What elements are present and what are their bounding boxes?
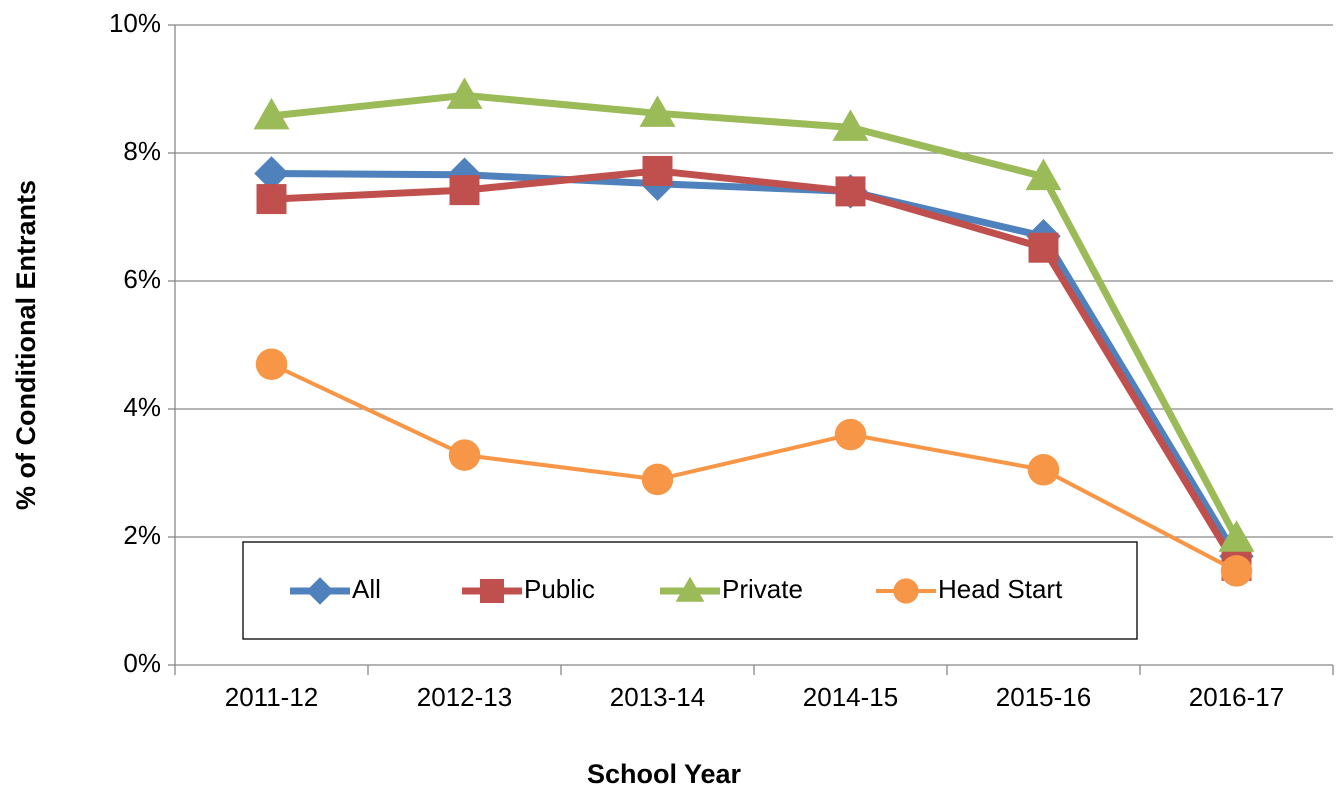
y-tick-label: 2% [123,520,161,550]
marker [480,579,504,603]
marker [1025,158,1062,191]
marker [641,463,674,496]
x-tick-label: 2014-15 [803,682,898,712]
x-tick-label: 2011-12 [225,682,319,712]
y-tick-label: 6% [123,264,161,294]
marker [449,175,480,206]
x-tick-label: 2016-17 [1189,682,1284,712]
legend-label: Public [524,574,595,604]
series-line [270,362,1238,573]
marker [832,109,869,141]
legend-label: All [352,574,381,604]
marker [253,97,290,130]
marker [1218,520,1255,552]
x-tick-label: 2015-16 [996,682,1091,712]
marker [642,155,673,186]
y-tick-label: 10% [109,8,161,38]
marker [1220,555,1253,587]
x-tick-label: 2012-13 [417,682,512,712]
series-line [271,167,1240,568]
marker [675,576,705,602]
marker [448,439,481,471]
legend-label: Private [722,574,803,604]
marker [893,578,919,604]
y-tick-label: 4% [123,392,161,422]
x-axis-title: School Year [587,759,742,789]
y-axis-title: % of Conditional Entrants [11,180,41,510]
marker [834,418,867,451]
series-line [271,91,1240,540]
marker [639,95,676,127]
y-tick-label: 8% [123,136,161,166]
marker [835,176,866,207]
series-line [271,169,1240,559]
marker [255,348,288,380]
marker [1028,232,1059,263]
marker [306,577,334,605]
marker [1027,454,1060,486]
x-tick-label: 2013-14 [610,682,705,712]
marker [446,77,483,109]
y-tick-label: 0% [123,648,161,678]
marker [256,184,287,215]
marker [254,156,289,191]
legend-label: Head Start [938,574,1063,604]
